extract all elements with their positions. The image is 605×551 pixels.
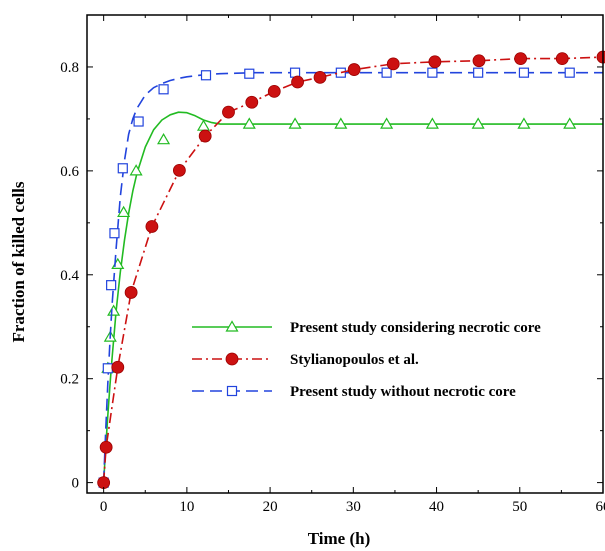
series-1-marker: [129, 164, 143, 176]
y-tick-label: 0.2: [60, 372, 79, 388]
series-2-marker: [198, 129, 212, 143]
legend-item-2: Stylianopoulos et al.: [192, 352, 419, 368]
series-3-marker: [427, 67, 438, 78]
series-3-marker: [158, 84, 169, 95]
x-axis-title: Time (h): [308, 529, 371, 548]
series-2: [97, 50, 605, 490]
series-2-marker: [347, 63, 361, 76]
series-1-marker: [196, 119, 211, 131]
series-2-marker: [124, 286, 138, 299]
series-1-marker: [517, 117, 531, 129]
x-tick-label: 60: [596, 499, 605, 515]
series-2-marker: [313, 70, 327, 84]
series-1-marker: [425, 117, 439, 129]
series-3-marker: [564, 67, 575, 78]
series-3-marker: [117, 163, 128, 174]
legend-swatch-marker: [226, 385, 238, 397]
series-2-marker: [267, 84, 281, 98]
y-axis-title: Fraction of killed cells: [9, 181, 28, 342]
series-3-marker: [473, 67, 484, 78]
series-3-marker: [244, 68, 255, 79]
x-tick-label: 10: [179, 499, 194, 515]
series-2-marker: [145, 220, 159, 233]
series-curves: [97, 50, 605, 490]
series-1-marker: [563, 117, 577, 129]
series-1-marker: [334, 117, 348, 129]
series-2-marker: [222, 105, 235, 119]
series-1-marker: [380, 117, 394, 129]
series-3-marker: [106, 280, 117, 291]
series-1: [101, 111, 603, 483]
series-2-line: [102, 56, 604, 483]
legend-item-3: Present study without necrotic core: [192, 384, 516, 400]
axis-ticks: 0 10 20 30 40 50 60 0 0.2 0.4 0.6 0.8: [60, 14, 605, 515]
series-2-marker: [111, 360, 125, 374]
series-2-marker: [428, 55, 442, 69]
series-1-marker: [107, 304, 121, 316]
plot-frame: [86, 14, 604, 494]
series-1-marker: [471, 117, 485, 129]
y-tick-label: 0.8: [60, 60, 79, 76]
series-2-marker: [596, 50, 605, 64]
y-tick-label: 0.6: [60, 164, 79, 180]
series-3-marker: [200, 70, 212, 81]
x-tick-label: 30: [346, 499, 361, 515]
series-3-marker: [109, 228, 120, 239]
series-2-marker: [99, 440, 113, 454]
series-3-marker: [335, 67, 346, 78]
legend-label: Stylianopoulos et al.: [290, 352, 419, 368]
legend-label: Present study considering necrotic core: [290, 320, 541, 336]
series-3-marker: [133, 116, 144, 127]
y-tick-label: 0: [72, 476, 80, 492]
series-1-marker: [157, 132, 171, 145]
series-3-marker: [518, 67, 530, 78]
series-3-marker: [381, 67, 392, 78]
series-2-marker: [472, 54, 486, 68]
x-tick-label: 0: [100, 499, 108, 515]
series-2-marker: [514, 52, 528, 66]
series-3: [98, 67, 603, 488]
legend-swatch-marker: [225, 352, 239, 366]
legend-item-1: Present study considering necrotic core: [192, 320, 541, 336]
series-1-marker: [288, 117, 302, 129]
series-3-marker: [102, 363, 113, 374]
y-tick-label: 0.4: [60, 268, 79, 284]
legend-label: Present study without necrotic core: [290, 384, 516, 400]
x-tick-label: 20: [263, 499, 278, 515]
x-tick-label: 50: [512, 499, 527, 515]
series-2-marker: [555, 52, 569, 66]
series-2-marker: [245, 95, 259, 109]
series-3-line: [102, 71, 603, 483]
legend-swatch-marker: [225, 320, 239, 332]
x-tick-label: 40: [429, 499, 444, 515]
series-2-marker: [386, 57, 400, 71]
legend: Present study considering necrotic core S…: [192, 320, 541, 400]
series-2-marker: [172, 163, 186, 177]
series-1-marker: [242, 117, 256, 129]
series-1-marker: [117, 205, 131, 218]
series-2-marker: [97, 476, 111, 490]
series-2-marker: [291, 75, 304, 89]
